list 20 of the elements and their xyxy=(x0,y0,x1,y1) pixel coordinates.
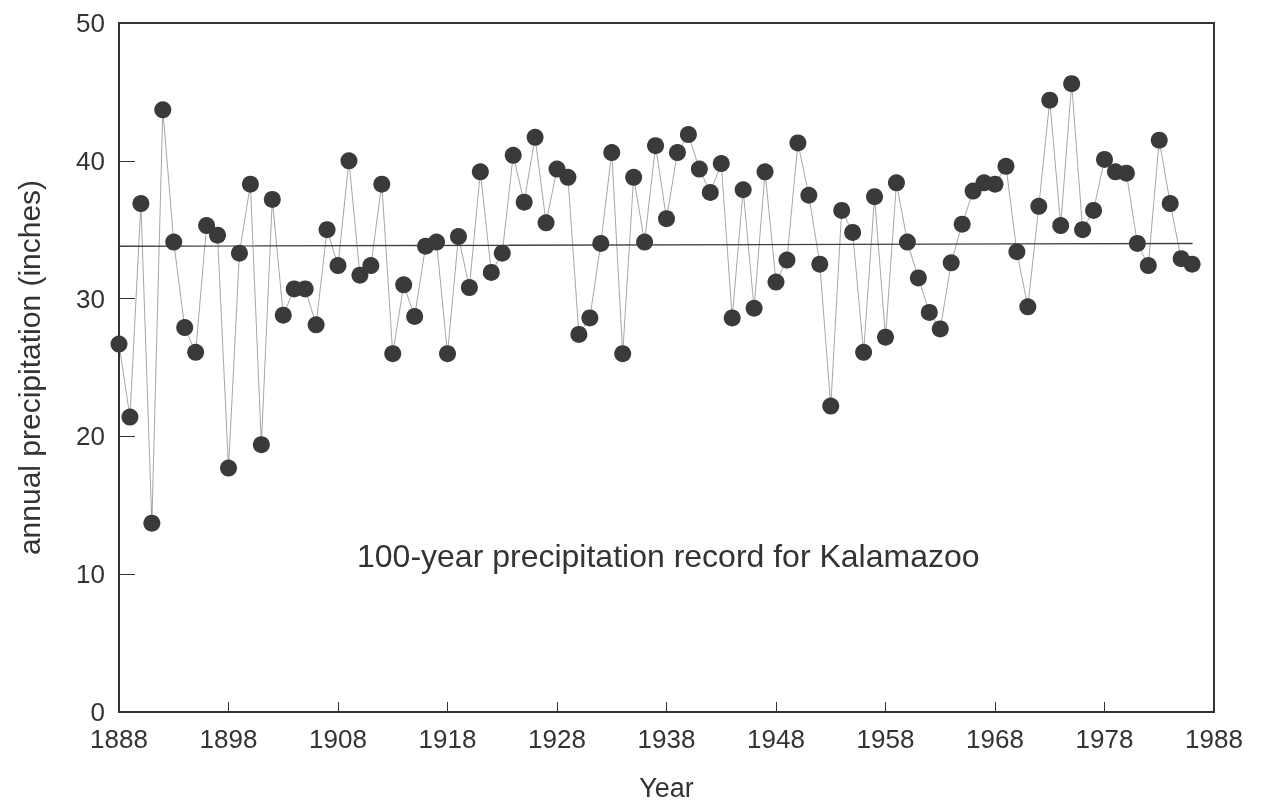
x-tick-label: 1898 xyxy=(199,724,258,754)
x-tick-label: 1938 xyxy=(637,724,696,754)
y-tick-label: 10 xyxy=(76,559,105,590)
x-axis-title: Year xyxy=(639,772,694,803)
x-tick-label: 1988 xyxy=(1185,724,1243,754)
x-tick-label: 1958 xyxy=(856,724,915,754)
x-tick-label: 1968 xyxy=(966,724,1024,754)
y-tick-label: 30 xyxy=(76,283,105,314)
x-tick-label: 1888 xyxy=(90,724,148,754)
y-tick-label: 0 xyxy=(90,697,105,727)
y-tick-label: 20 xyxy=(76,421,105,452)
y-tick-label: 40 xyxy=(76,145,105,176)
y-tick-label: 50 xyxy=(76,8,105,38)
x-tick-label: 1978 xyxy=(1075,724,1134,754)
x-tick-label: 1908 xyxy=(309,724,367,754)
x-tick-label: 1928 xyxy=(528,724,586,754)
x-tick-label: 1918 xyxy=(418,724,477,754)
y-axis-title: annual precipitation (inches) xyxy=(12,179,46,556)
x-tick-label: 1948 xyxy=(747,724,805,754)
annotation: 100-year precipitation record for Kalamazoo xyxy=(357,538,980,574)
